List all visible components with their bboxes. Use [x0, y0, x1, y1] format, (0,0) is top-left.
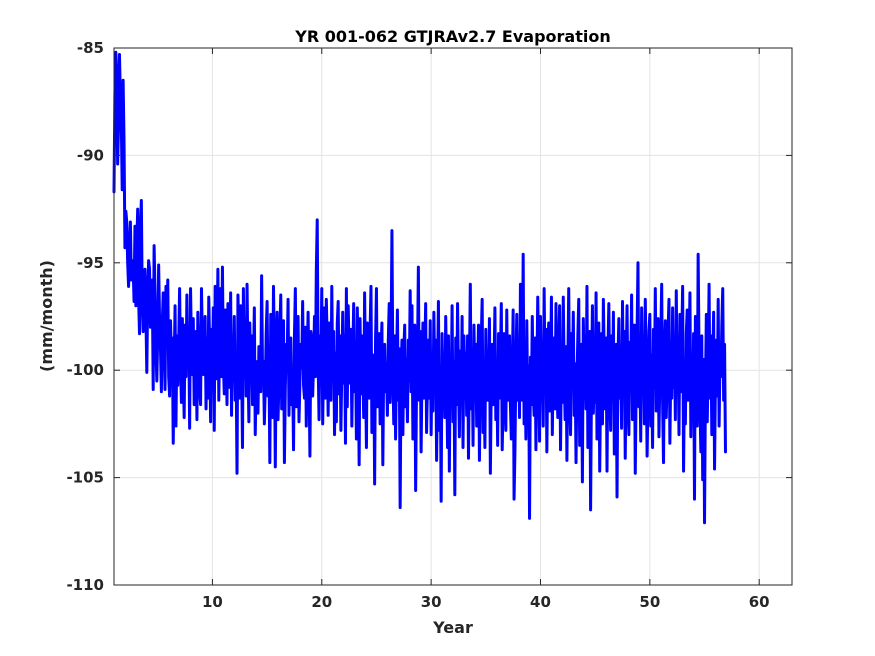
x-tick-label: 20 [311, 593, 332, 611]
x-tick-label: 60 [749, 593, 770, 611]
chart-title: YR 001-062 GTJRAv2.7 Evaporation [294, 27, 610, 46]
tick-labels: 10 20 30 40 50 60 -110 -105 -100 -95 -90 -85 [66, 39, 769, 611]
y-tick-label: -105 [66, 469, 104, 487]
plot-frame [113, 47, 793, 586]
evaporation-series-line [112, 50, 727, 525]
y-axis-title: (mm/month) [37, 260, 56, 372]
y-tick-label: -110 [66, 576, 104, 594]
axis-ticks [114, 47, 792, 586]
y-tick-label: -95 [77, 254, 104, 272]
x-tick-label: 10 [202, 593, 223, 611]
y-tick-label: -90 [77, 146, 104, 164]
x-tick-label: 50 [639, 593, 660, 611]
x-axis-title: Year [432, 618, 473, 637]
y-tick-label: -85 [77, 39, 104, 57]
y-tick-label: -100 [66, 361, 104, 379]
x-tick-label: 30 [421, 593, 442, 611]
x-tick-label: 40 [530, 593, 551, 611]
series-layer [112, 50, 727, 525]
